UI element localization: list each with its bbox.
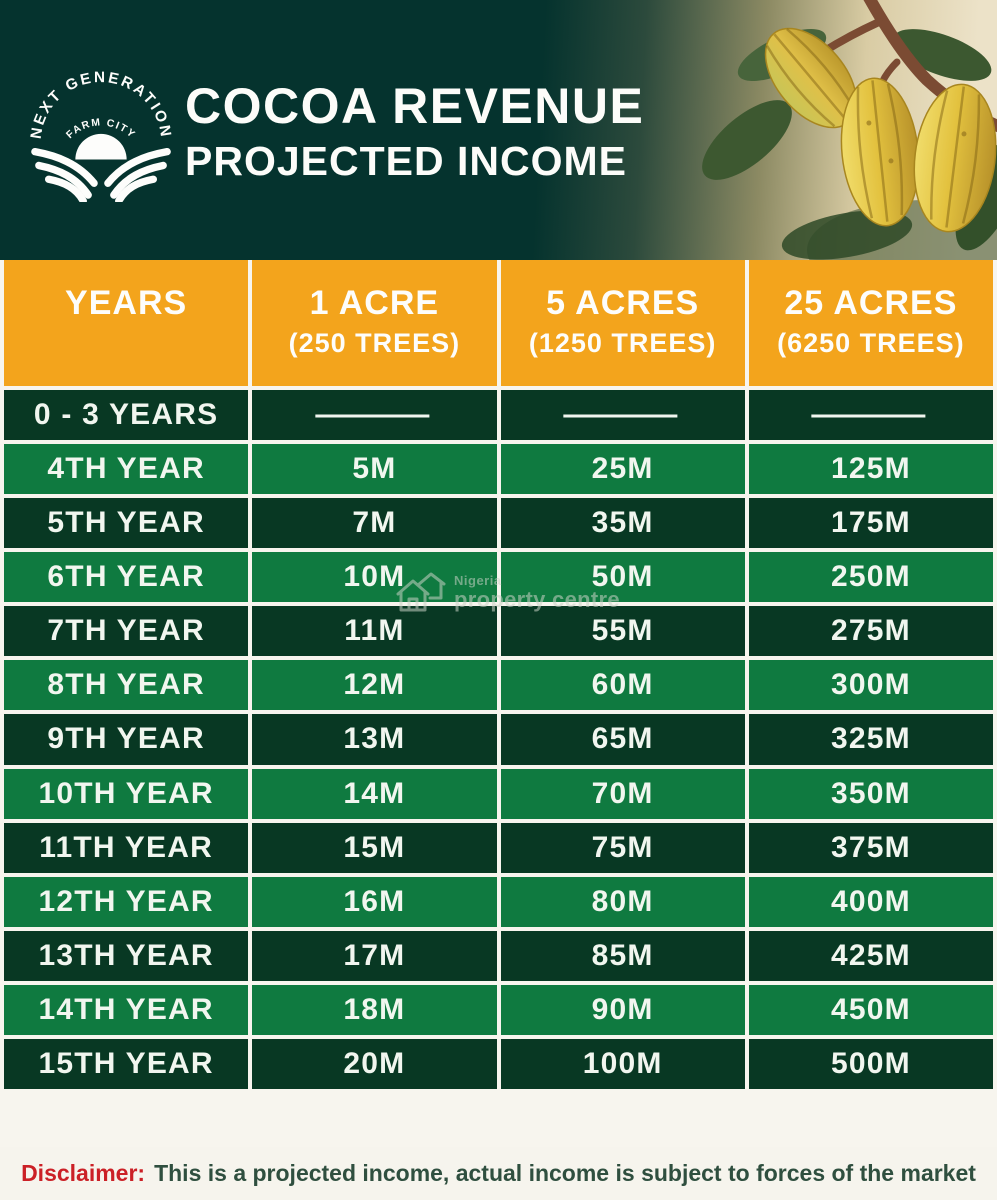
sun-icon — [75, 133, 127, 160]
value-cell-25acres: 175M — [748, 498, 993, 549]
value-cell-5acres: — — [500, 390, 745, 441]
year-cell: 11TH YEAR — [4, 822, 249, 873]
year-cell: 10TH YEAR — [4, 768, 249, 819]
year-cell: 6TH YEAR — [4, 552, 249, 603]
value-cell-5acres: 85M — [500, 930, 745, 981]
hero-banner: NEXT GENERATION FARM CITY COCOA REVENUE … — [0, 0, 997, 260]
year-cell: 8TH YEAR — [4, 660, 249, 711]
cocoa-pod — [840, 77, 920, 227]
disclaimer-text: This is a projected income, actual incom… — [154, 1160, 976, 1186]
value-cell-5acres: 35M — [500, 498, 745, 549]
value-cell-1acre: 16M — [252, 876, 497, 927]
value-cell-5acres: 65M — [500, 714, 745, 765]
value-cell-25acres: 450M — [748, 984, 993, 1035]
value-cell-25acres: 425M — [748, 930, 993, 981]
value-cell-1acre: 10M — [252, 552, 497, 603]
value-cell-1acre: — — [252, 390, 497, 441]
logo-arc-text: NEXT GENERATION — [28, 69, 175, 140]
value-cell-25acres: 250M — [748, 552, 993, 603]
year-cell: 4TH YEAR — [4, 444, 249, 495]
year-cell: 7TH YEAR — [4, 606, 249, 657]
column-header-25acres: 25 ACRES (6250 TREES) — [748, 260, 993, 386]
year-cell: 0 - 3 YEARS — [4, 390, 249, 441]
page-title-line2: PROJECTED INCOME — [185, 137, 627, 184]
value-cell-1acre: 14M — [252, 768, 497, 819]
year-cell: 14TH YEAR — [4, 984, 249, 1035]
year-cell: 5TH YEAR — [4, 498, 249, 549]
value-cell-1acre: 11M — [252, 606, 497, 657]
value-cell-1acre: 15M — [252, 822, 497, 873]
year-cell: 15TH YEAR — [4, 1038, 249, 1089]
value-cell-25acres: 125M — [748, 444, 993, 495]
value-cell-25acres: 275M — [748, 606, 993, 657]
value-cell-5acres: 55M — [500, 606, 745, 657]
value-cell-25acres: 375M — [748, 822, 993, 873]
disclaimer-label: Disclaimer: — [21, 1160, 146, 1186]
value-cell-5acres: 60M — [500, 660, 745, 711]
year-cell: 12TH YEAR — [4, 876, 249, 927]
value-cell-25acres: 325M — [748, 714, 993, 765]
value-cell-1acre: 18M — [252, 984, 497, 1035]
page-title-line1: COCOA REVENUE — [185, 78, 645, 134]
cocoa-pod — [913, 83, 997, 233]
cocoa-pods-image — [702, 0, 997, 260]
value-cell-5acres: 70M — [500, 768, 745, 819]
value-cell-5acres: 80M — [500, 876, 745, 927]
value-cell-5acres: 90M — [500, 984, 745, 1035]
value-cell-1acre: 5M — [252, 444, 497, 495]
year-cell: 13TH YEAR — [4, 930, 249, 981]
value-cell-1acre: 17M — [252, 930, 497, 981]
brand-logo: NEXT GENERATION FARM CITY — [28, 69, 175, 202]
value-cell-25acres: — — [748, 390, 993, 441]
value-cell-1acre: 20M — [252, 1038, 497, 1089]
value-cell-25acres: 400M — [748, 876, 993, 927]
value-cell-25acres: 350M — [748, 768, 993, 819]
year-cell: 9TH YEAR — [4, 714, 249, 765]
column-header-years: YEARS — [4, 260, 249, 386]
value-cell-25acres: 300M — [748, 660, 993, 711]
value-cell-5acres: 50M — [500, 552, 745, 603]
value-cell-25acres: 500M — [748, 1038, 993, 1089]
revenue-table: YEARS 1 ACRE (250 TREES) 5 ACRES (1250 T… — [0, 260, 997, 1147]
disclaimer-bar: Disclaimer: This is a projected income, … — [0, 1147, 997, 1200]
value-cell-1acre: 12M — [252, 660, 497, 711]
value-cell-1acre: 13M — [252, 714, 497, 765]
column-header-5acres: 5 ACRES (1250 TREES) — [500, 260, 745, 386]
field-rows-icon — [31, 147, 171, 202]
value-cell-5acres: 100M — [500, 1038, 745, 1089]
column-header-1acre: 1 ACRE (250 TREES) — [252, 260, 497, 386]
value-cell-5acres: 75M — [500, 822, 745, 873]
value-cell-1acre: 7M — [252, 498, 497, 549]
page-title: COCOA REVENUE PROJECTED INCOME — [185, 80, 644, 185]
value-cell-5acres: 25M — [500, 444, 745, 495]
